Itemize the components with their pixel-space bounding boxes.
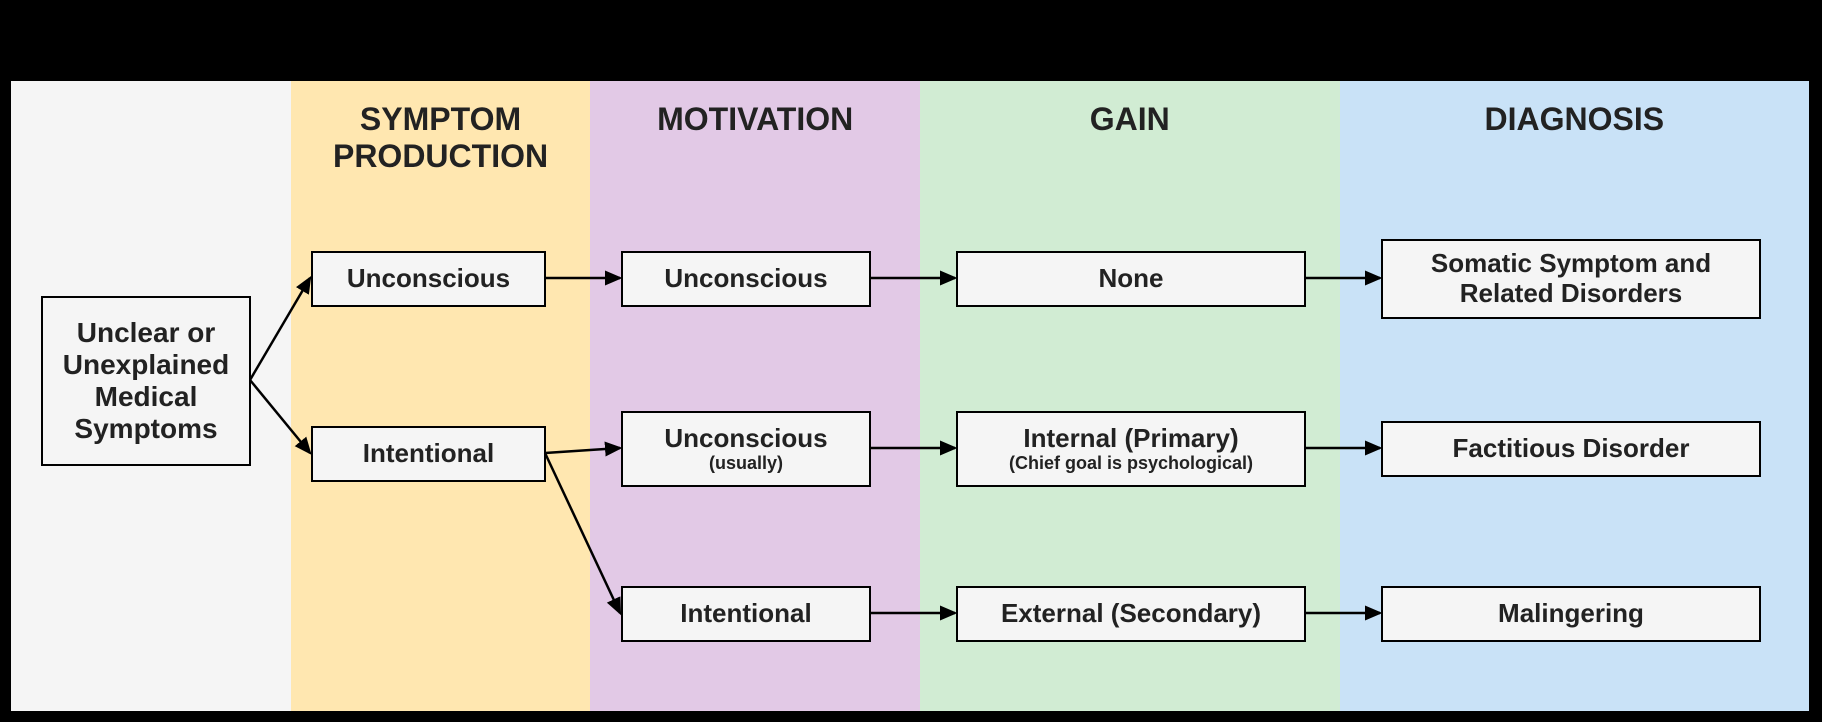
node-sym_intentional: Intentional (311, 426, 546, 482)
node-label-gain_internal: Internal (Primary) (1023, 424, 1238, 454)
node-label-sym_unconscious: Unconscious (347, 264, 510, 294)
column-header-symptom: SYMPTOM PRODUCTION (291, 101, 591, 175)
node-label-start: Unclear or Unexplained Medical Symptoms (55, 317, 237, 446)
flowchart-container: SYMPTOM PRODUCTIONMOTIVATIONGAINDIAGNOSI… (10, 80, 1810, 712)
column-header-motivation: MOTIVATION (590, 101, 920, 138)
node-label-dx_factitious: Factitious Disorder (1453, 434, 1690, 464)
node-gain_internal: Internal (Primary)(Chief goal is psychol… (956, 411, 1306, 487)
node-label-mot_intentional: Intentional (680, 599, 811, 629)
node-label-sym_intentional: Intentional (363, 439, 494, 469)
node-label-dx_somatic: Somatic Symptom and Related Disorders (1395, 249, 1747, 309)
node-dx_factitious: Factitious Disorder (1381, 421, 1761, 477)
node-label-mot_unconscious1: Unconscious (664, 264, 827, 294)
node-mot_unconscious2: Unconscious(usually) (621, 411, 871, 487)
column-header-gain: GAIN (920, 101, 1340, 138)
column-header-diagnosis: DIAGNOSIS (1340, 101, 1809, 138)
column-symptom: SYMPTOM PRODUCTION (291, 81, 591, 711)
node-label-gain_none: None (1099, 264, 1164, 294)
node-dx_malingering: Malingering (1381, 586, 1761, 642)
node-sublabel-gain_internal: (Chief goal is psychological) (1009, 453, 1253, 474)
node-mot_intentional: Intentional (621, 586, 871, 642)
node-sym_unconscious: Unconscious (311, 251, 546, 307)
node-gain_none: None (956, 251, 1306, 307)
node-label-gain_external: External (Secondary) (1001, 599, 1261, 629)
node-label-mot_unconscious2: Unconscious (664, 424, 827, 454)
node-dx_somatic: Somatic Symptom and Related Disorders (1381, 239, 1761, 319)
node-mot_unconscious1: Unconscious (621, 251, 871, 307)
node-sublabel-mot_unconscious2: (usually) (709, 453, 783, 474)
node-gain_external: External (Secondary) (956, 586, 1306, 642)
node-label-dx_malingering: Malingering (1498, 599, 1644, 629)
node-start: Unclear or Unexplained Medical Symptoms (41, 296, 251, 466)
